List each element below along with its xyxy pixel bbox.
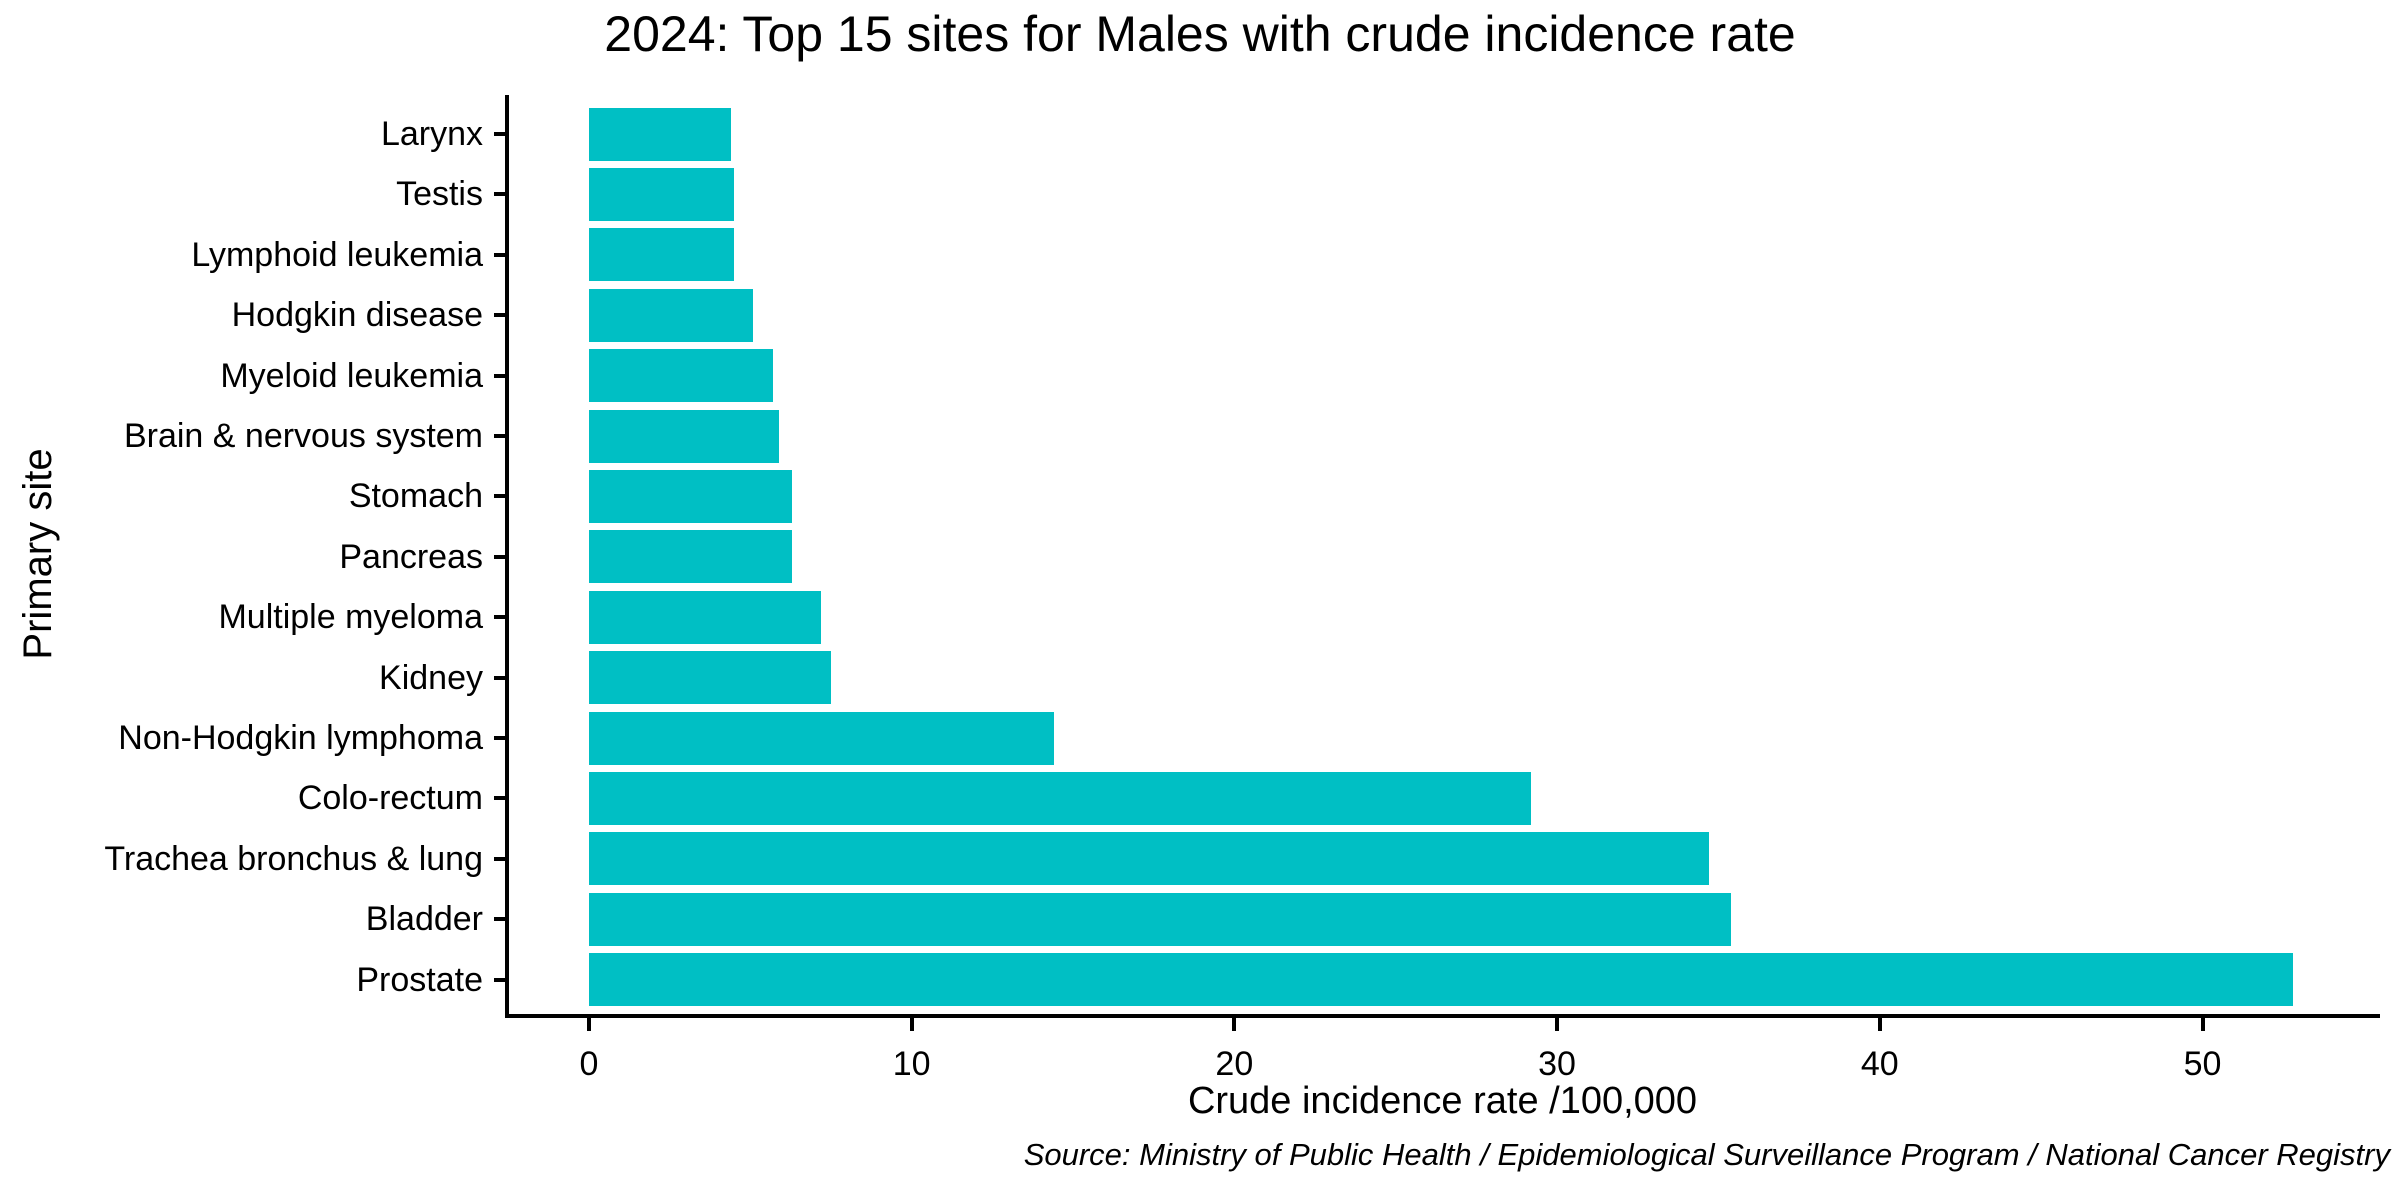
category-label: Trachea bronchus & lung: [104, 839, 483, 878]
y-tick-mark: [494, 736, 505, 740]
x-tick-mark: [1555, 1018, 1560, 1031]
x-tick-label: 50: [2183, 1045, 2222, 1083]
bar-pancreas: [588, 530, 793, 584]
category-label: Lymphoid leukemia: [191, 235, 483, 274]
x-axis-label: Crude incidence rate /100,000: [1187, 1080, 1698, 1122]
category-label: Multiple myeloma: [218, 598, 483, 637]
y-tick-mark: [494, 434, 505, 438]
bar-stomach: [588, 469, 793, 523]
chart-title: 2024: Top 15 sites for Males with crude …: [604, 6, 1796, 62]
x-tick-label: 10: [892, 1045, 931, 1083]
bar-colo-rectum: [588, 771, 1532, 825]
category-label: Kidney: [379, 658, 483, 697]
x-tick-label: 20: [1215, 1045, 1254, 1083]
category-label: Bladder: [365, 900, 483, 939]
category-label: Brain & nervous system: [123, 417, 483, 455]
y-tick-mark: [494, 132, 505, 136]
y-tick-mark: [494, 252, 505, 257]
category-label: Prostate: [356, 960, 483, 999]
y-tick-mark: [494, 977, 505, 982]
x-tick-mark: [1877, 1018, 1882, 1031]
y-tick-mark: [494, 313, 505, 318]
bar-multiple-myeloma: [588, 590, 822, 644]
y-tick-mark: [494, 192, 505, 197]
bar-kidney: [588, 651, 831, 705]
bar-prostate: [588, 953, 2293, 1007]
category-label: Testis: [396, 175, 483, 214]
bar-non-hodgkin-lymphoma: [588, 711, 1054, 765]
category-label: Hodgkin disease: [231, 296, 483, 335]
category-label: Pancreas: [339, 537, 483, 576]
x-tick-label: 30: [1538, 1045, 1576, 1083]
y-tick-mark: [494, 615, 505, 620]
bar-testis: [588, 167, 735, 221]
bar-trachea-bronchus-lung: [588, 832, 1709, 886]
x-tick-mark: [1232, 1018, 1237, 1031]
x-tick-label: 40: [1860, 1045, 1899, 1083]
y-tick-mark: [494, 796, 505, 801]
category-label: Myeloid leukemia: [220, 356, 483, 395]
y-tick-mark: [494, 675, 505, 680]
x-axis-spine: [505, 1014, 2380, 1018]
x-tick-mark: [909, 1018, 914, 1031]
bar-hodgkin-disease: [588, 288, 754, 342]
category-label: Colo-rectum: [297, 779, 483, 818]
bar-lymphoid-leukemia: [588, 228, 735, 282]
x-tick-mark: [586, 1018, 591, 1031]
y-tick-mark: [494, 373, 505, 378]
y-tick-mark: [494, 554, 505, 559]
bar-brain-nervous-system: [588, 409, 780, 463]
bar-larynx: [588, 107, 731, 161]
bar-myeloid-leukemia: [588, 349, 773, 403]
x-tick-mark: [2200, 1018, 2205, 1031]
bar-bladder: [588, 892, 1732, 946]
source-note: Source: Ministry of Public Health / Epid…: [1023, 1137, 2390, 1172]
y-tick-mark: [494, 494, 505, 499]
category-label: Larynx: [380, 115, 483, 153]
y-axis-spine: [505, 95, 509, 1018]
y-tick-mark: [494, 917, 505, 922]
category-label: Non-Hodgkin lymphoma: [118, 719, 483, 757]
x-tick-label: 0: [579, 1045, 599, 1083]
category-label: Stomach: [348, 477, 483, 516]
y-tick-mark: [494, 856, 505, 861]
